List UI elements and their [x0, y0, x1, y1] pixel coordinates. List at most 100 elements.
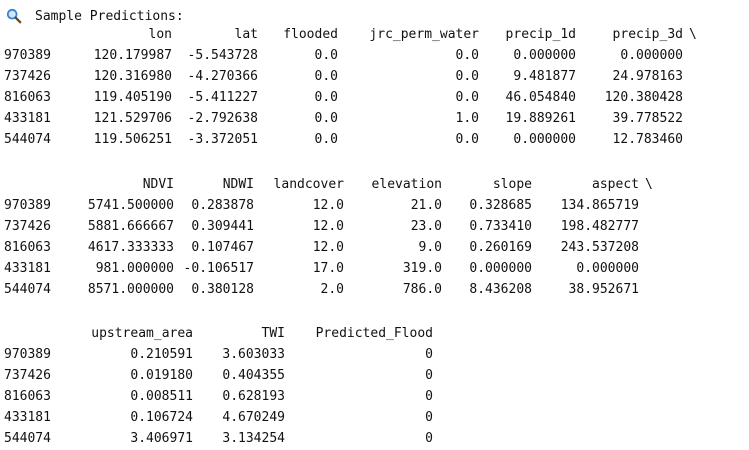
table-body: 970389 120.179987 -5.543728 0.0 0.0 0.000000 0…: [4, 45, 697, 150]
column-header: precip_3d: [612, 27, 683, 42]
table-cell: 0: [425, 389, 433, 404]
table-cell: 0.000000: [513, 48, 576, 63]
table-cell: 0.0: [314, 90, 338, 105]
table-row: 737426 5881.666667 0.309441 12.0 23.0 0.73341…: [4, 216, 653, 237]
table-cell: 120.380428: [604, 90, 683, 105]
table-cell: 23.0: [410, 219, 442, 234]
row-index: 433181: [4, 111, 51, 126]
table-cell: 4.670249: [222, 410, 285, 425]
table-cell: 0: [425, 368, 433, 383]
table-row: 970389 5741.500000 0.283878 12.0 21.0 0.32868…: [4, 195, 653, 216]
table-cell: 0.0: [455, 48, 479, 63]
output-title: Sample Predictions:: [35, 8, 184, 24]
table-body: 970389 5741.500000 0.283878 12.0 21.0 0.32868…: [4, 195, 653, 300]
table-cell: 38.952671: [568, 282, 639, 297]
table-cell: 0.328685: [469, 198, 532, 213]
table-cell: 12.783460: [612, 132, 683, 147]
column-header: elevation: [371, 177, 442, 192]
table-row: 737426 0.019180 0.404355 0: [4, 365, 433, 386]
table-cell: 39.778522: [612, 111, 683, 126]
row-index: 816063: [4, 90, 51, 105]
table-cell: 0.0: [314, 132, 338, 147]
magnifier-icon: [6, 8, 22, 24]
column-header: TWI: [261, 326, 285, 341]
table-cell: 0: [425, 431, 433, 446]
table-row: 816063 0.008511 0.628193 0: [4, 386, 433, 407]
row-index: 737426: [4, 69, 51, 84]
column-header: NDWI: [222, 177, 254, 192]
table-row: 433181 981.000000 -0.106517 17.0 319.0 0.0000…: [4, 258, 653, 279]
table-cell: 0.0: [314, 111, 338, 126]
table-cell: 120.179987: [93, 48, 172, 63]
table-cell: 12.0: [312, 198, 344, 213]
column-header: slope: [492, 177, 532, 192]
column-header: upstream_area: [91, 326, 193, 341]
output-header: Sample Predictions:: [6, 6, 184, 26]
table-cell: 0.0: [314, 69, 338, 84]
table-header-row: lon lat flooded jrc_perm_water precip_1d…: [4, 24, 697, 45]
table-cell: 8.436208: [469, 282, 532, 297]
table-cell: 119.506251: [93, 132, 172, 147]
table-cell: 9.0: [418, 240, 442, 255]
table-cell: 4617.333333: [87, 240, 174, 255]
table-cell: 0.733410: [469, 219, 532, 234]
table-row: 544074 3.406971 3.134254 0: [4, 428, 433, 449]
table-cell: 0.0: [455, 90, 479, 105]
table-cell: 2.0: [320, 282, 344, 297]
table-cell: -3.372051: [187, 132, 258, 147]
table-body: 970389 0.210591 3.603033 0 737426 0.019180 0.4…: [4, 344, 433, 449]
table-cell: 0.0: [455, 69, 479, 84]
column-header: flooded: [283, 27, 338, 42]
table-cell: 0: [425, 347, 433, 362]
table-cell: -4.270366: [187, 69, 258, 84]
table-cell: 3.406971: [130, 431, 193, 446]
table-row: 544074 119.506251 -3.372051 0.0 0.0 0.000000 1…: [4, 129, 697, 150]
row-index: 433181: [4, 410, 51, 425]
table-cell: 319.0: [402, 261, 442, 276]
row-index: 816063: [4, 389, 51, 404]
table-row: 544074 8571.000000 0.380128 2.0 786.0 8.43620…: [4, 279, 653, 300]
column-header: aspect: [592, 177, 639, 192]
row-index: 433181: [4, 261, 51, 276]
table-cell: -5.543728: [187, 48, 258, 63]
row-index: 970389: [4, 347, 51, 362]
table-cell: 0.210591: [130, 347, 193, 362]
table-cell: -5.411227: [187, 90, 258, 105]
table-cell: 0.283878: [191, 198, 254, 213]
line-continuation: \: [689, 27, 697, 42]
table-cell: 19.889261: [505, 111, 576, 126]
table-cell: 981.000000: [95, 261, 174, 276]
table-cell: 0.309441: [191, 219, 254, 234]
column-header: lat: [234, 27, 258, 42]
line-continuation: \: [645, 177, 653, 192]
table-cell: 3.603033: [222, 347, 285, 362]
table-row: 816063 119.405190 -5.411227 0.0 0.0 46.054840…: [4, 87, 697, 108]
table-block-3: upstream_area TWI Predicted_Flood 970389…: [4, 323, 433, 449]
column-header: lon: [148, 27, 172, 42]
table-cell: -0.106517: [183, 261, 254, 276]
table-cell: 0.0: [455, 132, 479, 147]
table-cell: 0: [425, 410, 433, 425]
table-cell: 46.054840: [505, 90, 576, 105]
row-index: 544074: [4, 282, 51, 297]
table-cell: 0.000000: [620, 48, 683, 63]
table-cell: 0.0: [314, 48, 338, 63]
table-block-2: NDVI NDWI landcover elevation slope aspe…: [4, 174, 653, 300]
table-cell: 0.380128: [191, 282, 254, 297]
table-cell: 12.0: [312, 240, 344, 255]
table-cell: 12.0: [312, 219, 344, 234]
row-index: 970389: [4, 198, 51, 213]
table-row: 970389 0.210591 3.603033 0: [4, 344, 433, 365]
table-cell: 0.000000: [469, 261, 532, 276]
table-cell: 0.106724: [130, 410, 193, 425]
table-header-row: upstream_area TWI Predicted_Flood: [4, 323, 433, 344]
column-header: precip_1d: [505, 27, 576, 42]
table-row: 433181 0.106724 4.670249 0: [4, 407, 433, 428]
table-cell: 0.260169: [469, 240, 532, 255]
table-cell: 0.019180: [130, 368, 193, 383]
table-cell: 1.0: [455, 111, 479, 126]
table-cell: 9.481877: [513, 69, 576, 84]
table-cell: 24.978163: [612, 69, 683, 84]
column-header: NDVI: [142, 177, 174, 192]
